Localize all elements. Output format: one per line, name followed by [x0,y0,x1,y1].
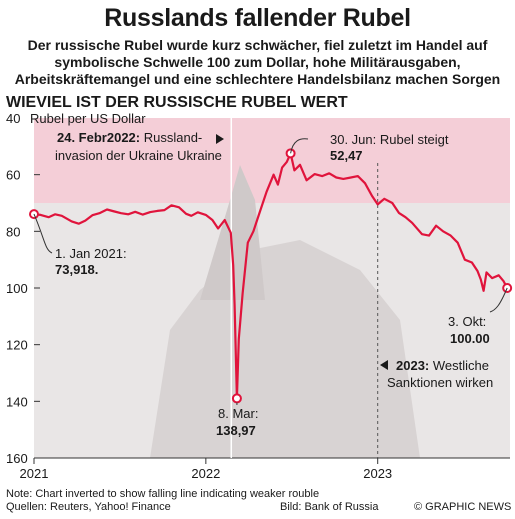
subtitle-line-3: Arbeitskräftemangel und eine schlechtere… [14,71,501,87]
end-annotation-date: 3. Okt: [448,314,486,329]
rouble-series-line [33,152,509,400]
peak-leader-line [290,138,309,154]
x-tick-label: 2022 [191,466,220,481]
y-tick-label: 160 [6,451,28,466]
end-annotation-value: 100.00 [450,331,490,346]
x-tick-label: 2021 [20,466,49,481]
chart-sources: Quellen: Reuters, Yahoo! Finance [6,501,171,513]
chart-title: Russlands fallender Rubel [104,4,411,32]
y-tick-label: 80 [6,224,20,239]
copyright: © GRAPHIC NEWS [414,501,512,513]
y-tick-label: 140 [6,394,28,409]
y-tick-label: 120 [6,338,28,353]
subtitle-line-1: Der russische Rubel wurde kurz schwächer… [27,37,488,53]
start-leader-line [33,213,53,254]
start-annotation-value: 73,918. [55,262,98,277]
y-tick-label: 100 [6,281,28,296]
x-tick-label: 2023 [363,466,392,481]
section-heading: WIEVIEL IST DER RUSSISCHE RUBEL WERT [6,94,348,111]
backdrop-column-shape [200,165,265,300]
marker-low [231,393,242,404]
invasion-annotation-line2: invasion der Ukraine Ukraine [55,148,222,163]
peak-annotation-value: 52,47 [330,148,363,163]
chart-note: Note: Chart inverted to show falling lin… [6,488,320,500]
peak-annotation-date: 30. Jun: Rubel steigt [330,132,449,147]
invasion-pointer-arrow [216,134,224,144]
start-annotation-date: 1. Jan 2021: [55,246,127,261]
sanctions-annotation-line2: Sanktionen wirken [387,375,493,390]
sanctions-pointer-arrow [380,360,388,370]
y-tick-label: 40 [6,111,20,126]
chart-subtitle: Der russische Rubel wurde kurz schwächer… [0,37,515,88]
y-axis-label: Rubel per US Dollar [30,111,146,126]
banknote-band [34,118,510,203]
low-annotation-date: 8. Mar: [218,406,258,421]
sanctions-annotation-line1: 2023: Westliche [396,358,489,373]
image-credit: Bild: Bank of Russia [280,501,379,513]
subtitle-line-2: symbolische Schwelle 100 zum Dollar, hoh… [54,54,461,70]
low-annotation-value: 138,97 [216,423,256,438]
y-tick-label: 60 [6,168,20,183]
end-leader-line [489,287,508,313]
invasion-annotation-line1: 24. Febr2022: Russland- [57,130,202,145]
